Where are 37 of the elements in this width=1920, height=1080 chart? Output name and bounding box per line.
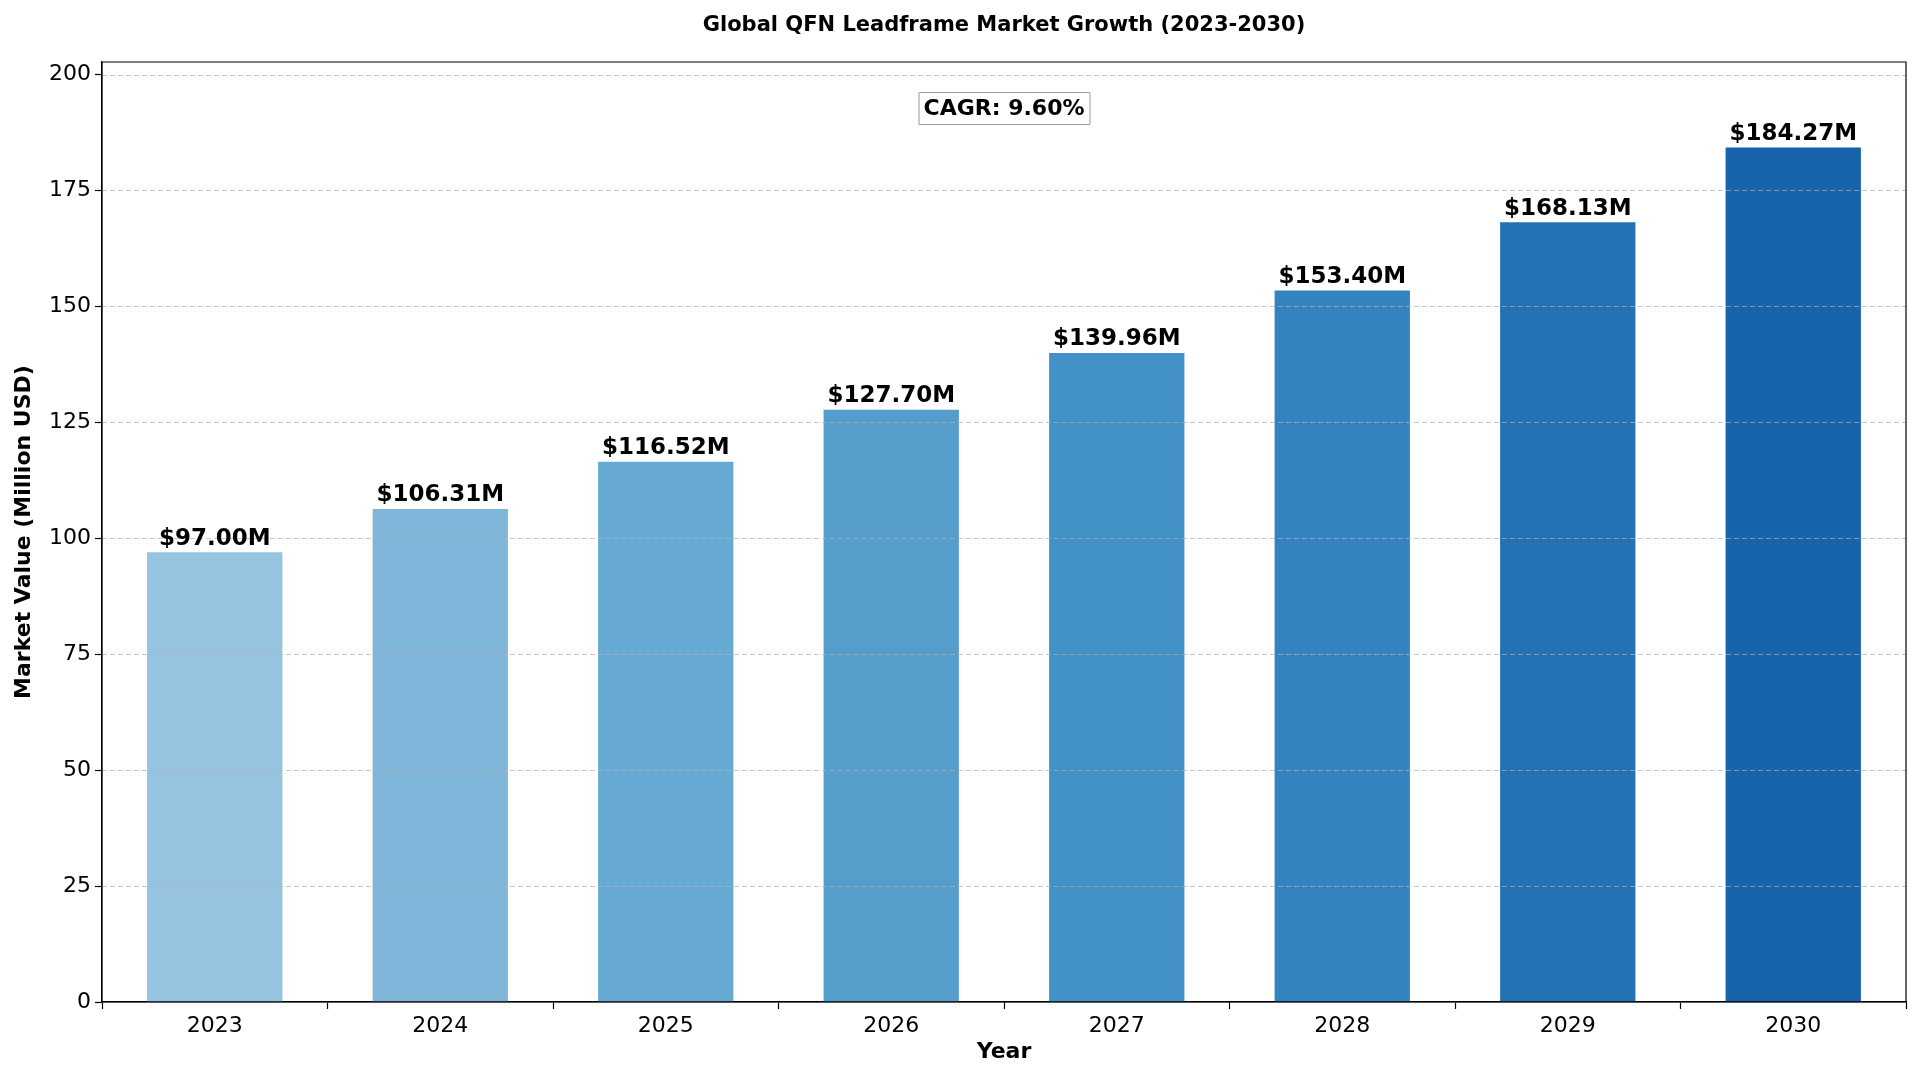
bar bbox=[1274, 290, 1410, 1002]
bar bbox=[823, 409, 959, 1002]
data-label: $153.40M bbox=[1278, 262, 1407, 289]
data-label: $106.31M bbox=[376, 480, 505, 507]
y-tick-label: 100 bbox=[49, 523, 91, 549]
annotation: CAGR: 9.60% bbox=[923, 94, 1085, 120]
x-axis-title: Year bbox=[975, 1037, 1032, 1063]
x-tick-label: 2030 bbox=[1765, 1011, 1822, 1037]
data-label: $127.70M bbox=[827, 381, 956, 408]
x-tick-label: 2029 bbox=[1539, 1011, 1596, 1037]
bar bbox=[1725, 147, 1861, 1002]
bar bbox=[598, 461, 734, 1002]
y-tick-label: 175 bbox=[49, 176, 91, 202]
y-tick-label: 125 bbox=[49, 408, 91, 434]
x-tick-label: 2023 bbox=[186, 1011, 243, 1037]
bar bbox=[147, 552, 283, 1002]
y-tick-label: 75 bbox=[63, 639, 91, 665]
x-tick-label: 2027 bbox=[1088, 1011, 1145, 1037]
x-tick-label: 2024 bbox=[412, 1011, 469, 1037]
y-tick-label: 0 bbox=[77, 987, 91, 1013]
bar bbox=[1500, 222, 1636, 1002]
y-tick-label: 200 bbox=[49, 60, 91, 86]
bar bbox=[1049, 352, 1185, 1002]
y-axis-title: Market Value (Million USD) bbox=[9, 365, 35, 699]
chart-title: Global QFN Leadframe Market Growth (2023-2030) bbox=[702, 12, 1306, 37]
y-tick-label: 150 bbox=[49, 292, 91, 318]
x-tick-label: 2028 bbox=[1314, 1011, 1371, 1037]
x-tick-label: 2026 bbox=[863, 1011, 920, 1037]
data-label: $184.27M bbox=[1729, 118, 1858, 145]
data-label: $168.13M bbox=[1503, 193, 1632, 220]
data-label: $116.52M bbox=[601, 433, 730, 460]
bar bbox=[372, 509, 508, 1002]
y-tick-label: 25 bbox=[63, 871, 91, 897]
y-tick-label: 50 bbox=[63, 755, 91, 781]
data-label: $97.00M bbox=[158, 523, 271, 550]
data-label: $139.96M bbox=[1052, 324, 1181, 351]
x-tick-label: 2025 bbox=[637, 1011, 694, 1037]
